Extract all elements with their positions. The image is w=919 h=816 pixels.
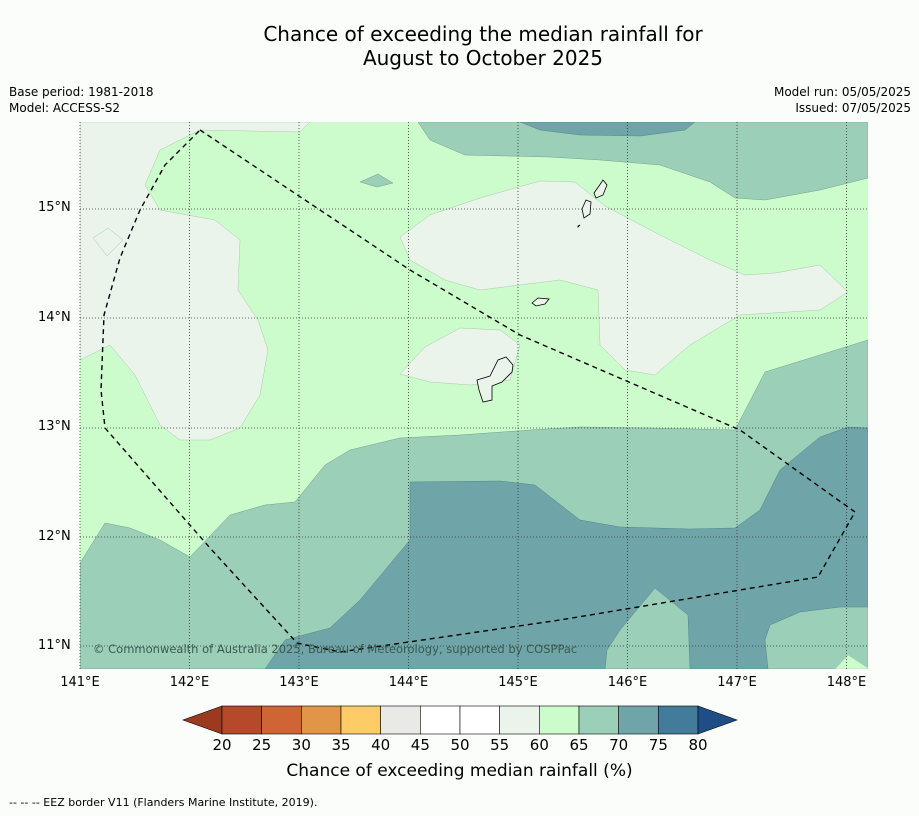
lon-label-143: 143°E: [279, 675, 319, 690]
colorbar-tick-55: 55: [490, 736, 510, 754]
meta-left: Base period: 1981-2018 Model: ACCESS-S2: [9, 84, 154, 116]
model-run: Model run: 05/05/2025: [773, 85, 911, 99]
colorbar-tick-65: 65: [569, 736, 589, 754]
colorbar-tick-35: 35: [331, 736, 351, 754]
eez-source-note: -- -- -- EEZ border V11 (Flanders Marine…: [9, 796, 318, 809]
band-70-75: [264, 426, 868, 669]
gridlines: [79, 122, 868, 669]
colorbar-cell-25_30: [261, 705, 302, 735]
colorbar-cell-20_25: [221, 705, 262, 735]
lon-label-148: 148°E: [826, 675, 867, 690]
lon-label-145: 145°E: [498, 675, 538, 690]
colorbar-cell-60_65: [539, 705, 580, 735]
lat-label-11: 11°N: [38, 638, 71, 653]
colorbar-tick-20: 20: [212, 736, 232, 754]
colorbar-cell-35_40: [340, 705, 381, 735]
band-55-60-central: [399, 180, 849, 376]
rota-island: [531, 297, 550, 307]
colorbar-tick-25: 25: [252, 736, 272, 754]
colorbar-cell-30_35: [301, 705, 342, 735]
colorbar-tick-45: 45: [410, 736, 430, 754]
colorbar-arrow-high: [697, 705, 738, 735]
lat-label-13: 13°N: [38, 419, 71, 434]
lat-label-12: 12°N: [38, 529, 71, 544]
colorbar-tick-80: 80: [688, 736, 708, 754]
lon-label-147: 147°E: [717, 675, 757, 690]
copyright-text: © Commonwealth of Australia 2025, Bureau…: [93, 642, 577, 656]
lat-label-14: 14°N: [38, 310, 71, 325]
colorbar-cell-45_50: [420, 705, 461, 735]
meta-right: Model run: 05/05/2025 Issued: 07/05/2025: [774, 84, 911, 116]
band-65-70-small-north: [359, 173, 394, 188]
eez-border: [100, 129, 856, 653]
base-period: Base period: 1981-2018: [9, 85, 154, 99]
lon-label-141: 141°E: [60, 675, 100, 690]
colorbar-tick-50: 50: [450, 736, 470, 754]
map-title: Chance of exceeding the median rainfall …: [263, 22, 703, 70]
band-55-60-island-west: [92, 227, 124, 257]
rainfall-probability-map: [80, 122, 868, 669]
band-65-70-northeast: [417, 122, 868, 201]
lat-label-15: 15°N: [38, 200, 71, 215]
colorbar-cell-70_75: [618, 705, 659, 735]
band-55-60-south: [399, 327, 521, 386]
colorbar-cell-50_55: [459, 705, 500, 735]
colorbar-cell-40_45: [380, 705, 421, 735]
colorbar-tick-30: 30: [291, 736, 311, 754]
colorbar-arrow-low: [182, 705, 223, 735]
aguijan-island: [593, 179, 608, 199]
colorbar: [182, 705, 738, 735]
band-55-60-north: [80, 122, 311, 441]
colorbar-cell-75_80: [658, 705, 699, 735]
colorbar-tick-70: 70: [609, 736, 629, 754]
band-60-65-southeast: [834, 654, 868, 669]
lon-label-146: 146°E: [607, 675, 648, 690]
colorbar-cell-55_60: [499, 705, 540, 735]
model-name: Model: ACCESS-S2: [9, 101, 121, 115]
colorbar-label: Chance of exceeding median rainfall (%): [286, 761, 633, 781]
colorbar-cell-65_70: [578, 705, 619, 735]
colorbar-tick-40: 40: [371, 736, 391, 754]
island-outlines: [476, 179, 608, 403]
lon-label-142: 142°E: [169, 675, 210, 690]
colorbar-tick-60: 60: [529, 736, 549, 754]
saipan-island: [581, 199, 592, 219]
issued-date: Issued: 07/05/2025: [795, 101, 911, 115]
guam-island: [476, 356, 514, 403]
tinian-island: [577, 224, 581, 228]
band-70-75-north: [519, 122, 696, 137]
colorbar-tick-75: 75: [648, 736, 668, 754]
lon-label-144: 144°E: [388, 675, 429, 690]
